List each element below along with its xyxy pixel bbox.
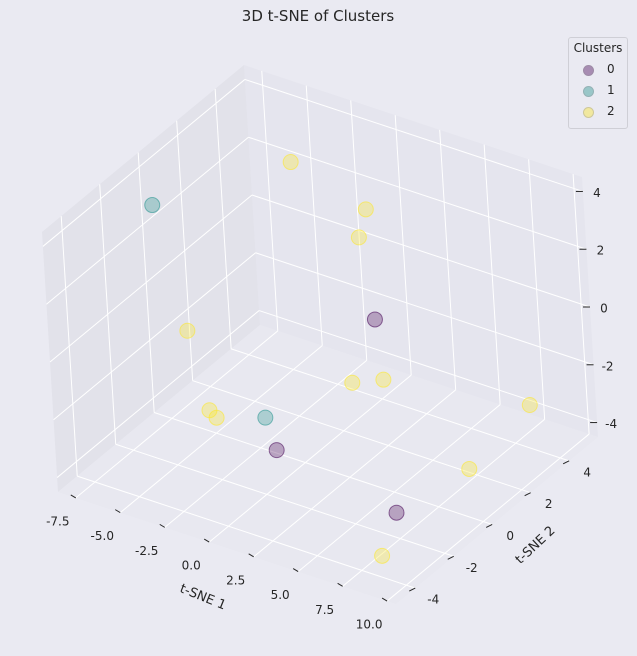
tick-mark <box>524 492 531 497</box>
z-tick-label: 4 <box>593 186 601 200</box>
grid-line <box>49 194 253 363</box>
grid-line <box>342 418 545 587</box>
grid-line <box>42 79 246 247</box>
grid-line <box>164 359 368 528</box>
y-tick-label: 0 <box>506 529 514 543</box>
data-point-cluster-2 <box>461 460 478 477</box>
legend-label: 0 <box>607 62 615 76</box>
x-axis-label: t-SNE 1 <box>178 581 228 613</box>
legend-item: 0 <box>577 62 621 78</box>
data-point-cluster-0 <box>268 442 285 459</box>
grid-line <box>386 433 590 602</box>
grid-line <box>208 374 412 543</box>
tick-mark <box>159 523 165 528</box>
data-point-cluster-2 <box>357 201 374 218</box>
data-point-cluster-1 <box>257 409 274 426</box>
legend-item: 2 <box>577 104 621 120</box>
tick-mark <box>248 553 254 558</box>
z-tick-label: -4 <box>605 417 617 431</box>
x-tick-label: -2.5 <box>135 544 158 558</box>
grid-line <box>255 252 594 366</box>
legend-label: 2 <box>607 104 615 118</box>
tick-mark <box>409 587 416 592</box>
grid-line <box>56 310 260 478</box>
data-point-cluster-2 <box>350 229 367 246</box>
z-tick-label: 2 <box>597 244 605 258</box>
legend-item: 1 <box>577 83 621 99</box>
tick-mark <box>447 555 454 560</box>
x-tick-label: 5.0 <box>271 588 290 602</box>
scatter-points <box>144 154 538 564</box>
tick-mark <box>562 460 570 465</box>
data-point-cluster-2 <box>282 154 299 171</box>
legend-label: 1 <box>607 83 615 97</box>
y-tick-label: 4 <box>583 465 591 479</box>
data-point-cluster-2 <box>375 371 392 388</box>
data-point-cluster-0 <box>366 311 383 328</box>
chart-title: 3D t-SNE of Clusters <box>242 7 395 25</box>
x-tick-label: 0.0 <box>182 559 201 573</box>
y-axis-label: t-SNE 2 <box>513 523 559 567</box>
grid-line <box>251 194 591 308</box>
x-tick-label: -5.0 <box>91 529 114 543</box>
legend-swatch <box>583 86 594 97</box>
tick-mark <box>485 524 493 528</box>
data-point-cluster-2 <box>179 322 196 339</box>
grid-line <box>258 310 598 424</box>
grid-line <box>248 136 587 250</box>
grid-line <box>297 404 501 572</box>
data-point-cluster-0 <box>388 504 405 521</box>
grid-lines <box>42 70 598 602</box>
grid-line <box>53 252 256 421</box>
tick-mark <box>115 509 121 514</box>
y-tick-label: -4 <box>427 593 439 607</box>
legend: Clusters 0 1 2 <box>568 37 628 129</box>
y-tick-label: -2 <box>466 561 478 575</box>
grid-line <box>77 475 416 589</box>
tick-mark <box>292 568 299 573</box>
grid-line <box>230 348 570 462</box>
data-point-cluster-2 <box>521 397 538 414</box>
z-tick-label: -2 <box>602 359 614 373</box>
y-tick-label: 2 <box>545 497 553 511</box>
grid-line <box>253 389 457 558</box>
tick-mark <box>70 494 77 499</box>
grid-line <box>115 443 454 557</box>
axis-ticks: -7.5 -5.0 -2.5 0.0 2.5 5.0 7.5 10.0 -4 -2 0 2 4 -4 -2 0… <box>46 186 617 632</box>
legend-title: Clusters <box>573 41 623 55</box>
grid-line <box>46 136 249 305</box>
grid-line <box>244 78 584 192</box>
z-tick-label: 0 <box>600 302 608 316</box>
x-tick-label: 10.0 <box>356 618 383 632</box>
x-tick-label: -7.5 <box>46 514 69 528</box>
x-tick-label: 7.5 <box>315 603 334 617</box>
data-point-cluster-2 <box>374 547 391 564</box>
grid-line <box>119 345 323 514</box>
grid-line <box>75 330 279 499</box>
data-point-cluster-2 <box>344 374 361 391</box>
legend-swatch <box>583 65 594 76</box>
axes-panes <box>42 65 598 604</box>
tick-mark <box>381 597 388 602</box>
data-point-cluster-1 <box>144 197 161 214</box>
floor-pane <box>58 325 598 604</box>
tick-mark <box>337 582 343 587</box>
x-tick-label: 2.5 <box>226 573 245 587</box>
tick-mark <box>203 538 210 543</box>
grid-line <box>154 412 493 525</box>
legend-swatch <box>583 107 594 118</box>
data-point-cluster-2 <box>208 409 225 426</box>
